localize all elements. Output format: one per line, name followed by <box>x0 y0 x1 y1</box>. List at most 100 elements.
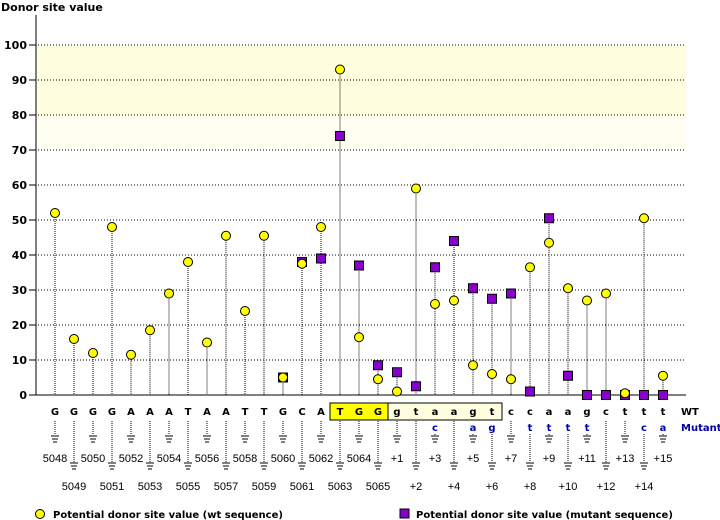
wt-point <box>430 299 440 309</box>
wt-point <box>468 360 478 371</box>
wt-base: G <box>374 407 382 418</box>
wt-point <box>259 230 269 241</box>
position-label: 5052 <box>119 453 143 465</box>
legend-mutant-label: Potential donor site value (mutant seque… <box>416 510 673 520</box>
mutant-base: a <box>660 423 667 434</box>
mutant-base: t <box>585 423 590 434</box>
wt-base: C <box>298 407 305 418</box>
y-tick-label: 10 <box>12 354 28 367</box>
position-label: +3 <box>429 453 442 465</box>
position-label: 5063 <box>328 481 352 493</box>
mutant-row-label: Mutant <box>681 423 720 434</box>
position-label: 5062 <box>309 453 333 465</box>
wt-point <box>297 258 307 269</box>
mutant-point <box>392 367 402 378</box>
mutant-point <box>506 288 516 299</box>
mutant-point <box>582 390 592 400</box>
position-label: 5059 <box>252 481 276 493</box>
wt-base: A <box>203 407 211 418</box>
highlight-band <box>37 45 686 115</box>
legend-mutant-marker <box>399 508 410 519</box>
mutant-point <box>639 390 649 400</box>
wt-row-label: WT <box>681 407 699 418</box>
wt-base: T <box>337 407 344 418</box>
y-tick-label: 40 <box>12 249 28 262</box>
wt-point <box>69 334 79 344</box>
wt-point <box>373 374 383 385</box>
wt-base: A <box>165 407 173 418</box>
mutant-point <box>658 390 668 400</box>
wt-point <box>126 349 136 360</box>
position-label: +15 <box>654 453 673 465</box>
mutant-base: g <box>488 423 495 434</box>
wt-base: t <box>661 407 666 418</box>
wt-base: g <box>583 407 590 418</box>
wt-point <box>278 372 288 383</box>
position-label: 5056 <box>195 453 219 465</box>
y-tick-label: 50 <box>12 214 28 227</box>
position-label: 5051 <box>100 481 124 493</box>
wt-point <box>202 337 212 348</box>
mutant-point <box>411 381 421 392</box>
mutant-base: c <box>641 423 647 434</box>
wt-base: T <box>185 407 192 418</box>
wt-point <box>563 283 573 294</box>
mutant-base: c <box>432 423 438 434</box>
wt-base: a <box>546 407 553 418</box>
y-tick-label: 70 <box>12 144 28 157</box>
position-label: +13 <box>616 453 635 465</box>
mutant-point <box>525 386 535 397</box>
y-tick-label: 60 <box>12 179 28 192</box>
legend-wt-marker <box>35 509 45 519</box>
position-label: 5057 <box>214 481 238 493</box>
y-tick-label: 20 <box>12 319 28 332</box>
wt-base: a <box>565 407 572 418</box>
wt-base: t <box>642 407 647 418</box>
intron-box <box>387 402 503 421</box>
position-label: +8 <box>524 481 537 493</box>
y-axis-title: Donor site value <box>1 1 103 14</box>
position-label: 5053 <box>138 481 162 493</box>
wt-point <box>240 306 250 316</box>
mutant-point <box>601 390 611 400</box>
position-label: +5 <box>467 453 480 465</box>
y-tick-label: 90 <box>12 74 28 87</box>
mutant-point <box>316 253 326 264</box>
wt-base: A <box>146 407 154 418</box>
position-label: +14 <box>635 481 654 493</box>
y-tick-label: 80 <box>12 109 28 122</box>
wt-base: T <box>242 407 249 418</box>
position-label: 5054 <box>157 453 181 465</box>
wt-point <box>487 369 497 379</box>
mutant-point <box>468 283 478 294</box>
wt-base: t <box>490 407 495 418</box>
wt-base: G <box>89 407 97 418</box>
position-label: 5049 <box>62 481 86 493</box>
wt-point <box>145 325 155 336</box>
wt-point <box>620 388 630 399</box>
wt-point <box>107 222 117 232</box>
wt-point <box>525 262 535 273</box>
mutant-base: t <box>566 423 571 434</box>
wt-base: g <box>469 407 476 418</box>
highlight-band <box>37 115 686 150</box>
wt-base: A <box>317 407 325 418</box>
position-label: 5065 <box>366 481 390 493</box>
wt-point <box>221 230 231 241</box>
position-label: 5064 <box>347 453 371 465</box>
wt-point <box>582 295 592 306</box>
wt-point <box>50 208 60 218</box>
wt-base: a <box>451 407 458 418</box>
legend-wt-label: Potential donor site value (wt sequence) <box>53 510 283 520</box>
wt-point <box>335 64 345 75</box>
wt-point <box>411 183 421 194</box>
position-label: +9 <box>543 453 556 465</box>
wt-base: G <box>355 407 363 418</box>
position-label: 5058 <box>233 453 257 465</box>
mutant-point <box>335 131 345 141</box>
y-tick-label: 100 <box>4 39 27 52</box>
wt-point <box>658 370 668 381</box>
wt-point <box>183 257 193 267</box>
wt-base: G <box>279 407 287 418</box>
